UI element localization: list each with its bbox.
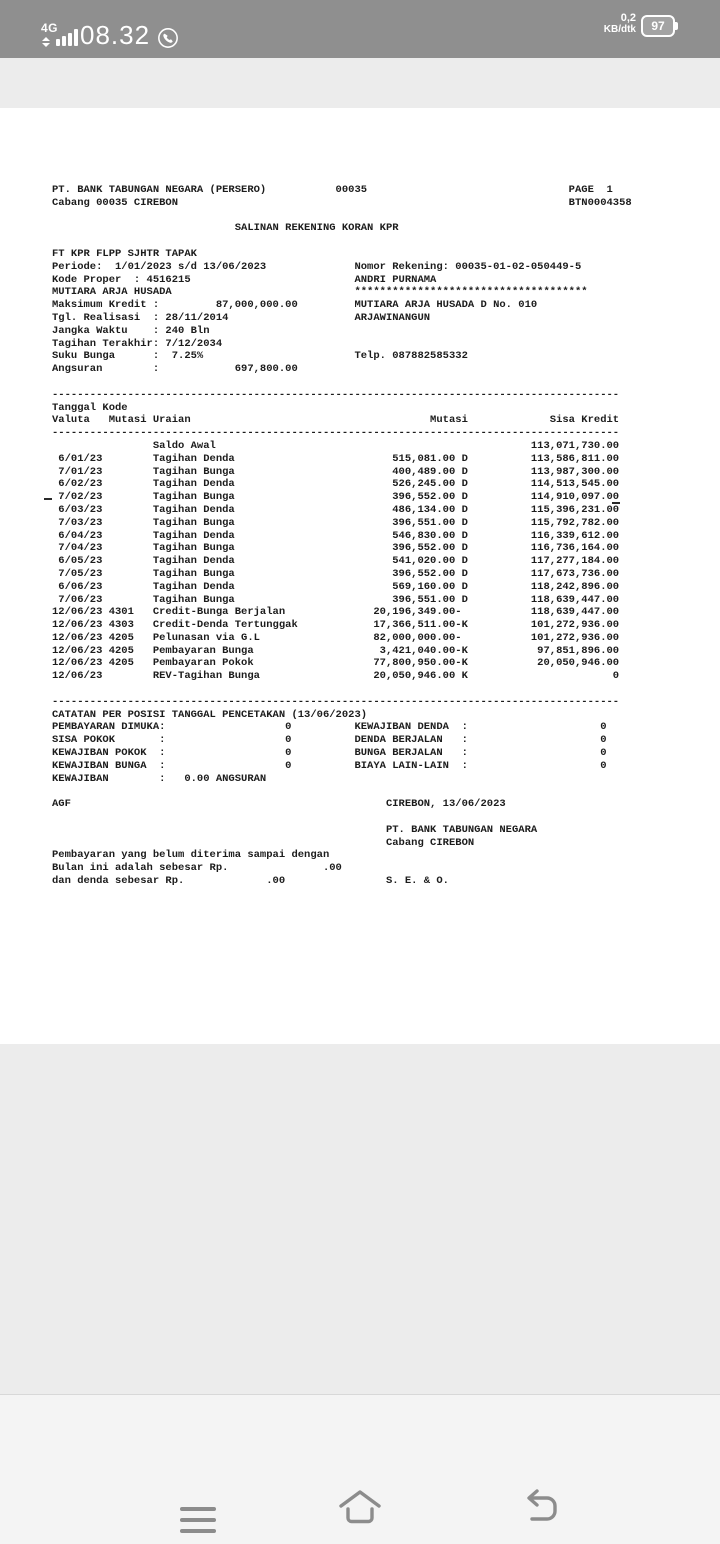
footer-line: PT. BANK TABUNGAN NEGARA <box>52 823 538 836</box>
doc-header-line: PT. BANK TABUNGAN NEGARA (PERSERO) 00035… <box>52 184 613 196</box>
table-row: 6/04/23 Tagihan Denda 546,830.00 D 116,3… <box>52 529 620 542</box>
footer-line: Bulan ini adalah sebesar Rp. .00 <box>52 862 342 875</box>
table-row: 7/06/23 Tagihan Bunga 396,551.00 D 118,6… <box>52 593 620 606</box>
table-row: 12/06/23 4205 Pelunasan via G.L 82,000,0… <box>52 631 620 644</box>
catatan-line: KEWAJIBAN : 0.00 ANGSURAN <box>52 772 267 785</box>
speed-unit: KB/dtk <box>603 24 636 35</box>
table-row: 12/06/23 4205 Pembayaran Pokok 77,800,95… <box>52 657 620 670</box>
doc-header-line <box>52 235 632 248</box>
doc-header-line: Maksimum Kredit : 87,000,000.00 MUTIARA … <box>52 299 538 312</box>
speed-value: 0,2 <box>620 12 636 24</box>
statement-text: PT. BANK TABUNGAN NEGARA (PERSERO) 00035… <box>52 184 632 888</box>
table-row: 6/03/23 Tagihan Denda 486,134.00 D 115,3… <box>52 503 620 516</box>
table-row: 6/06/23 Tagihan Denda 569,160.00 D 118,2… <box>52 580 620 593</box>
table-row: 7/04/23 Tagihan Bunga 396,552.00 D 116,7… <box>52 542 620 555</box>
table-row: 6/01/23 Tagihan Denda 515,081.00 D 113,5… <box>52 452 620 465</box>
table-row: 7/05/23 Tagihan Bunga 396,552.00 D 117,6… <box>52 567 620 580</box>
catatan-line: SISA POKOK : 0 DENDA BERJALAN : 0 <box>52 734 607 747</box>
document-viewer-scroll-area[interactable]: PT. BANK TABUNGAN NEGARA (PERSERO) 00035… <box>0 58 720 1394</box>
table-row: 7/03/23 Tagihan Bunga 396,551.00 D 115,7… <box>52 516 620 529</box>
table-row: Saldo Awal 113,071,730.00 <box>52 439 620 452</box>
battery-icon: 97 <box>641 15 678 37</box>
footer-line: dan denda sebesar Rp. .00 S. E. & O. <box>52 875 449 888</box>
network-speed-indicator: 0,2 KB/dtk <box>603 12 636 36</box>
back-button[interactable] <box>504 1479 576 1535</box>
doc-header-line: Angsuran : 697,800.00 <box>52 363 298 376</box>
doc-header-line: MUTIARA ARJA HUSADA ********************… <box>52 286 588 299</box>
selection-artifact-right <box>612 502 620 504</box>
network-type-label: 4G <box>41 21 59 35</box>
catatan-line: PEMBAYARAN DIMUKA: 0 KEWAJIBAN DENDA : 0 <box>52 721 607 734</box>
catatan-line: KEWAJIBAN POKOK : 0 BUNGA BERJALAN : 0 <box>52 747 607 760</box>
doc-header-line <box>52 210 632 223</box>
whatsapp-icon <box>158 28 178 48</box>
doc-header-line: FT KPR FLPP SJHTR TAPAK <box>52 247 197 260</box>
recents-menu-button[interactable] <box>144 1479 216 1535</box>
table-row: 12/06/23 4301 Credit-Bunga Berjalan 20,1… <box>52 606 620 619</box>
back-icon <box>527 1489 557 1521</box>
android-nav-bar <box>0 1394 720 1544</box>
doc-header-line: Periode: 1/01/2023 s/d 13/06/2023 Nomor … <box>52 260 582 273</box>
table-row: 6/02/23 Tagihan Denda 526,245.00 D 114,5… <box>52 478 620 491</box>
doc-header-line: Tagihan Terakhir: 7/12/2034 <box>52 337 223 350</box>
status-bar: 4G 08.32 0,2 KB/dtk 97 <box>0 0 720 58</box>
signal-strength-icon <box>56 29 80 46</box>
separator-line: ----------------------------------------… <box>52 695 620 708</box>
blank-line <box>52 683 632 696</box>
doc-header-line: Jangka Waktu : 240 Bln <box>52 324 210 337</box>
doc-header-line: Cabang 00035 CIREBON BTN0004358 <box>52 196 632 209</box>
separator-line: ----------------------------------------… <box>52 388 620 401</box>
footer-line: AGF CIREBON, 13/06/2023 <box>52 798 506 811</box>
table-row: 12/06/23 4205 Pembayaran Bunga 3,421,040… <box>52 644 620 657</box>
battery-nub <box>675 22 678 30</box>
battery-percent-label: 97 <box>651 19 665 33</box>
home-icon <box>339 1490 381 1524</box>
table-row: 7/01/23 Tagihan Bunga 400,489.00 D 113,9… <box>52 465 620 478</box>
doc-header-line: Tgl. Realisasi : 28/11/2014 ARJAWINANGUN <box>52 311 431 324</box>
doc-header-line: Kode Proper : 4516215 ANDRI PURNAMA <box>52 273 437 286</box>
footer-line <box>52 785 632 798</box>
footer-line: Pembayaran yang belum diterima sampai de… <box>52 849 330 862</box>
doc-header-line: SALINAN REKENING KORAN KPR <box>52 222 399 235</box>
catatan-line: KEWAJIBAN BUNGA : 0 BIAYA LAIN-LAIN : 0 <box>52 759 607 772</box>
status-clock: 08.32 <box>80 20 151 50</box>
table-row: 12/06/23 REV-Tagihan Bunga 20,050,946.00… <box>52 670 620 683</box>
home-button[interactable] <box>324 1479 396 1535</box>
table-row: 7/02/23 Tagihan Bunga 396,552.00 D 114,9… <box>52 491 620 504</box>
catatan-title: CATATAN PER POSISI TANGGAL PENCETAKAN (1… <box>52 708 368 721</box>
table-row: 12/06/23 4303 Credit-Denda Tertunggak 17… <box>52 619 620 632</box>
data-activity-arrows-icon <box>42 37 50 47</box>
statement-page: PT. BANK TABUNGAN NEGARA (PERSERO) 00035… <box>0 108 720 1044</box>
selection-artifact-left <box>44 498 52 500</box>
table-header-line: Valuta Mutasi Uraian Mutasi Sisa Kredit <box>52 414 620 427</box>
separator-line: ----------------------------------------… <box>52 427 620 440</box>
table-row: 6/05/23 Tagihan Denda 541,020.00 D 117,2… <box>52 555 620 568</box>
doc-header-line <box>52 376 632 389</box>
footer-line: Cabang CIREBON <box>52 836 475 849</box>
footer-line <box>52 811 632 824</box>
doc-header-line: Suku Bunga : 7.25% Telp. 087882585332 <box>52 350 468 363</box>
table-header-line: Tanggal Kode <box>52 401 128 414</box>
